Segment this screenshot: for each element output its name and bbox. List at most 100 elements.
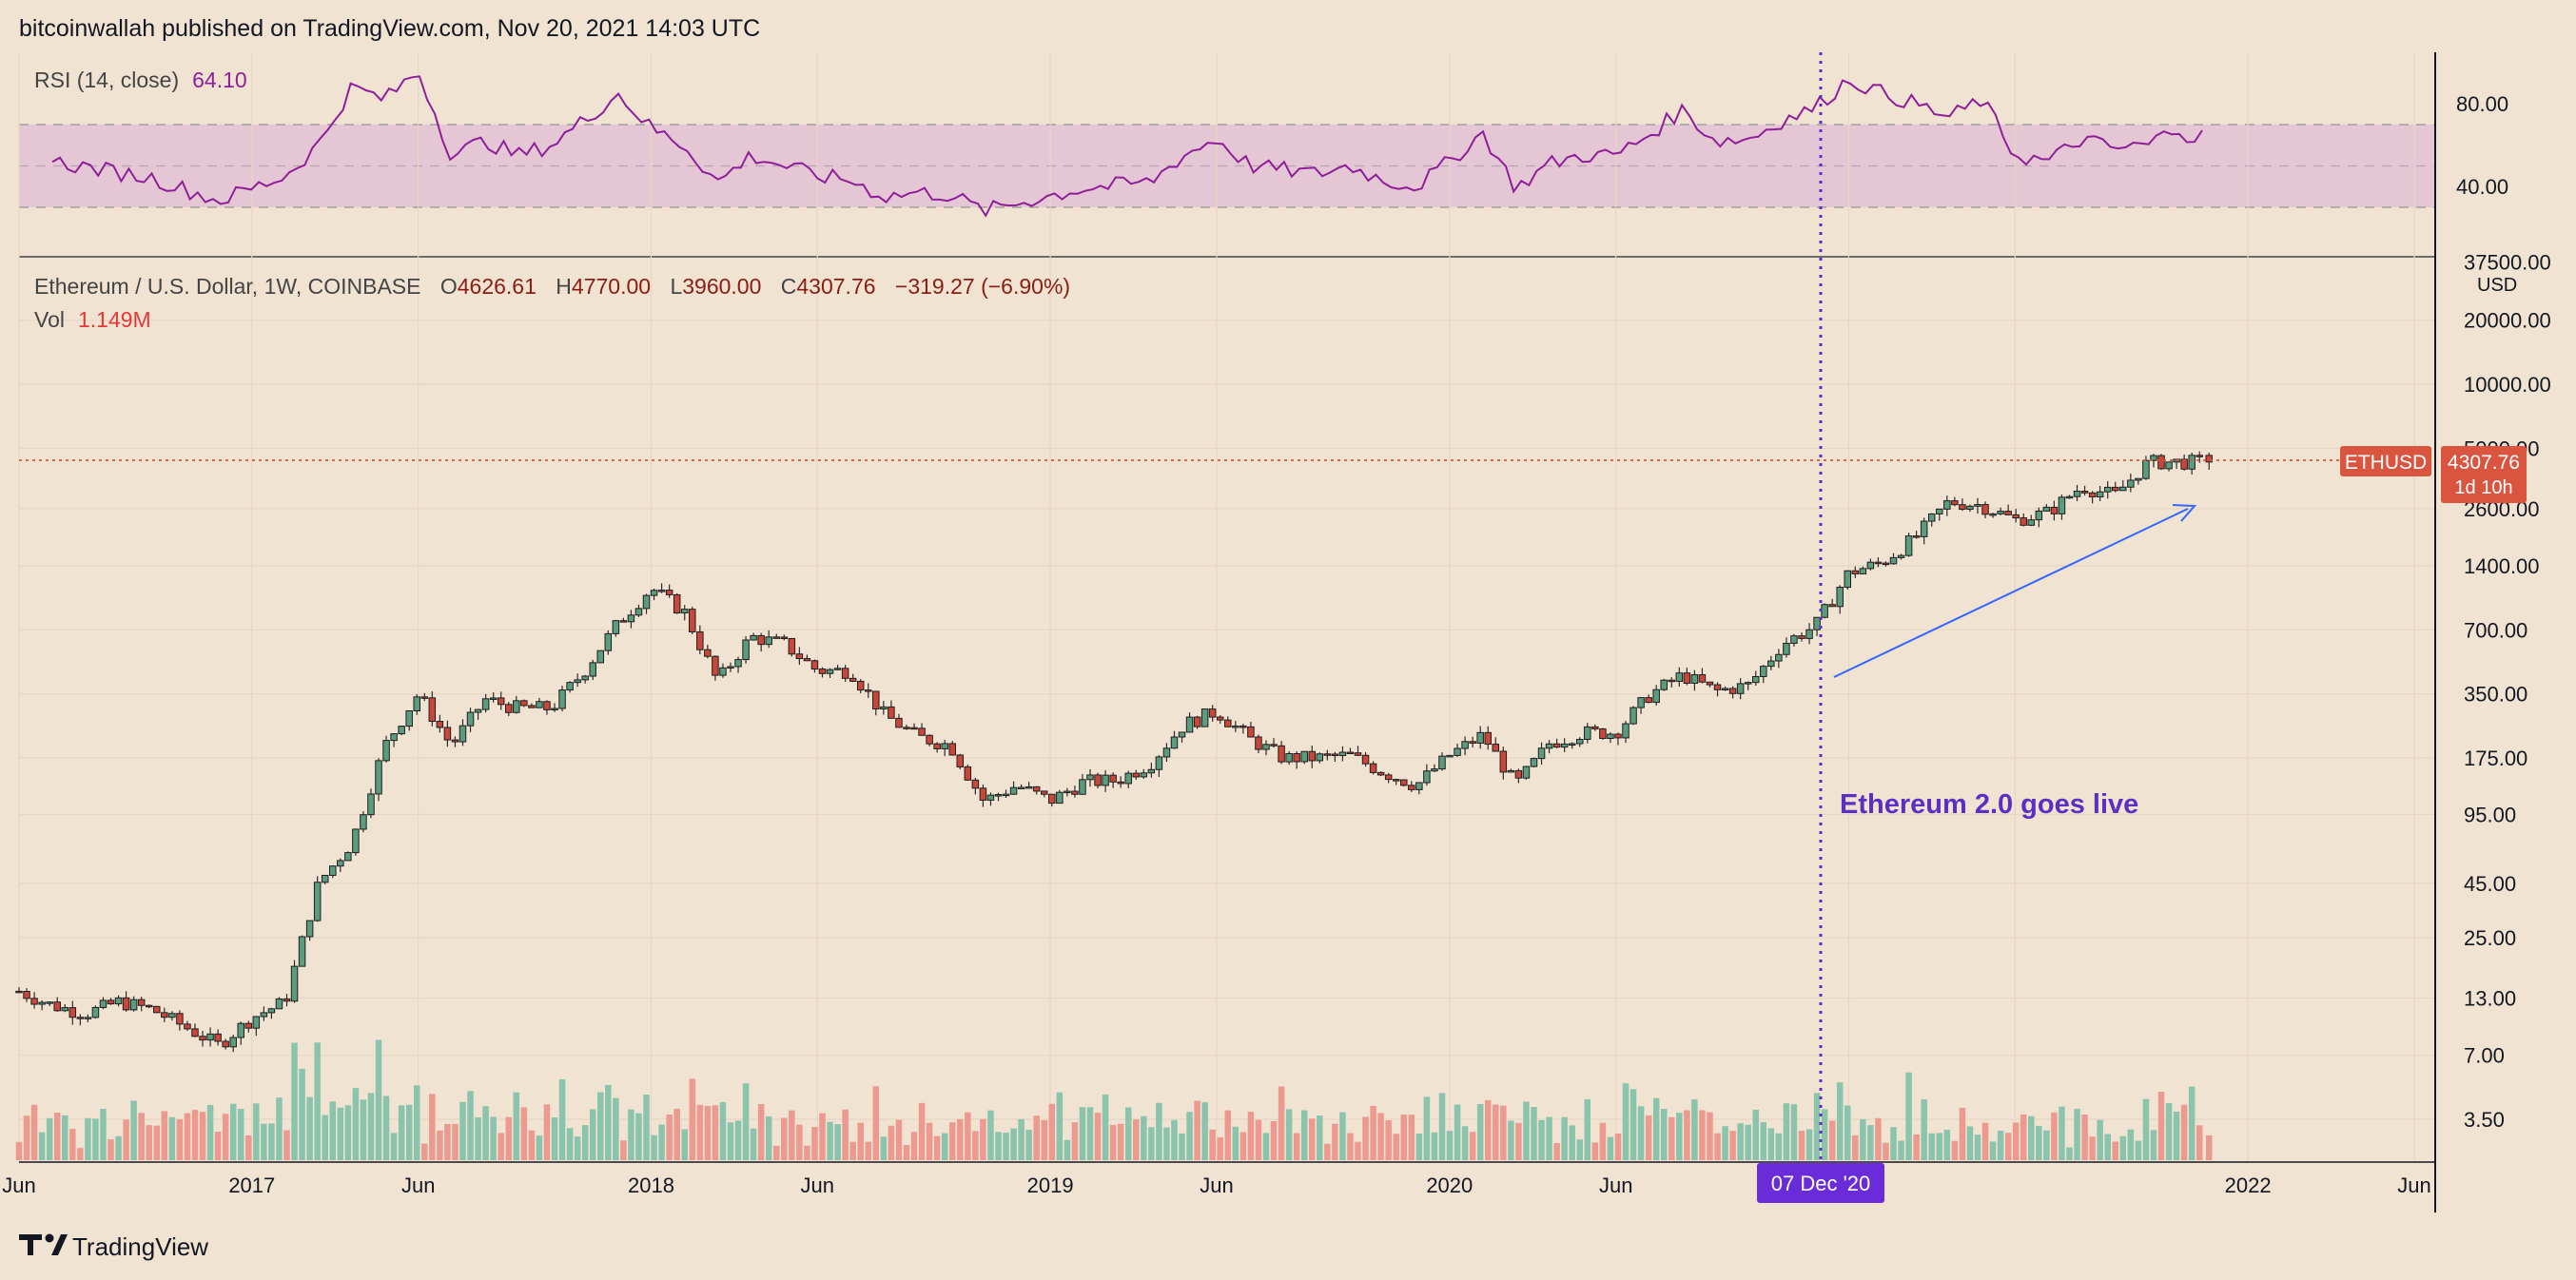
rsi-series [51, 75, 2203, 218]
volume-bar [1415, 1134, 1423, 1160]
price-tick-label: 20000.00 [2464, 309, 2551, 333]
volume-bar [2051, 1112, 2058, 1160]
candle-body [375, 760, 382, 795]
candle-body [2080, 491, 2089, 494]
candle-body [122, 997, 130, 1011]
candle-body [979, 787, 987, 801]
candle-body [2027, 519, 2036, 526]
ethusd-tag [2340, 446, 2431, 476]
volume-bar [130, 1100, 137, 1160]
volume-bar [2112, 1141, 2119, 1160]
volume-bar [1255, 1119, 1262, 1160]
candle-body [536, 701, 543, 708]
candle-body [1331, 753, 1339, 757]
candle-body [634, 608, 643, 616]
candle-body [161, 1012, 168, 1018]
volume-bar [1607, 1136, 1614, 1160]
candle-body [1032, 785, 1041, 792]
volume-bar [1538, 1119, 1545, 1160]
volume-bar [1515, 1122, 1522, 1160]
volume-bar [62, 1115, 68, 1160]
candle-body [2065, 495, 2074, 499]
volume-bar [115, 1135, 122, 1160]
volume-bar [1232, 1126, 1239, 1160]
volume-bar [613, 1097, 619, 1160]
volume-bar [283, 1130, 290, 1160]
volume-bar [107, 1139, 114, 1160]
volume-bar [1828, 1120, 1836, 1160]
volume-bar [1109, 1124, 1117, 1160]
time-axis-label: Jun [1200, 1173, 1233, 1197]
volume-bar [796, 1124, 803, 1160]
candle-body [1874, 561, 1883, 565]
volume-bar [1775, 1133, 1783, 1160]
volume-bar [681, 1129, 688, 1160]
candle-body [1200, 708, 1209, 727]
volume-bar [1860, 1118, 1866, 1160]
candle-body [1866, 561, 1875, 570]
volume-bar [558, 1078, 566, 1160]
candle-body [1040, 790, 1048, 795]
volume-bar [1247, 1112, 1255, 1160]
volume-bar [1752, 1110, 1759, 1160]
candle-body [275, 998, 283, 1010]
volume-bar [903, 1145, 910, 1160]
change-value: −319.27 (−6.90%) [895, 274, 1070, 299]
candle-body [619, 620, 628, 623]
volume-bar [2119, 1135, 2127, 1160]
volume-bar [643, 1095, 650, 1160]
candle-body [2205, 455, 2213, 463]
volume-bar [704, 1105, 712, 1160]
volume-bar [176, 1118, 184, 1160]
candle-body [657, 590, 666, 592]
close-label: C [781, 274, 797, 299]
volume-bar [957, 1118, 964, 1160]
price-tick-label: 175.00 [2464, 747, 2527, 770]
candle-body [581, 675, 589, 681]
crosshair-date-label: 07 Dec '20 [1771, 1172, 1871, 1195]
volume-bar [827, 1121, 833, 1160]
volume-bar [1890, 1127, 1897, 1160]
volume-bar [1454, 1104, 1461, 1160]
price-tick-label: 7.00 [2464, 1044, 2505, 1068]
candle-body [1484, 731, 1492, 746]
volume-bar [1913, 1134, 1920, 1160]
volume-bar [1875, 1117, 1882, 1160]
volume-bar [1966, 1126, 1974, 1160]
volume-bar [2043, 1130, 2050, 1160]
price-tick-label: 3.50 [2464, 1108, 2505, 1132]
candle-body [1859, 568, 1867, 574]
volume-bar [696, 1104, 704, 1160]
candle-body [543, 701, 551, 710]
volume-bar [444, 1123, 451, 1160]
volume-bar [1707, 1112, 1713, 1160]
candle-body [1446, 754, 1454, 758]
candle-body [321, 874, 329, 883]
candle-body [964, 766, 972, 781]
candle-body [2042, 506, 2051, 512]
volume-bar [811, 1127, 818, 1160]
candle-body [1162, 747, 1171, 758]
volume-bar [261, 1123, 267, 1160]
candle-body [986, 794, 995, 801]
candle-body [1836, 587, 1844, 608]
candle-body [1584, 726, 1591, 740]
volume-bar [865, 1141, 872, 1160]
candle-body [2012, 514, 2020, 519]
candle-body [497, 697, 505, 706]
time-axis-label: 2022 [2225, 1173, 2272, 1197]
candle-body [1576, 738, 1584, 745]
volume-bar [2157, 1092, 2165, 1160]
candle-body [1270, 744, 1278, 747]
candle-body [367, 793, 375, 816]
volume-bar [1622, 1083, 1630, 1160]
volume-bar [92, 1118, 99, 1160]
volume-bar [1347, 1133, 1354, 1160]
candle-body [1675, 672, 1684, 682]
candle-body [267, 1008, 276, 1014]
candle-body [1124, 772, 1132, 785]
candle-body [589, 662, 596, 677]
volume-bar [1194, 1100, 1200, 1160]
tradingview-logo[interactable]: TradingView [19, 1232, 208, 1261]
time-axis-label: Jun [2, 1173, 35, 1197]
